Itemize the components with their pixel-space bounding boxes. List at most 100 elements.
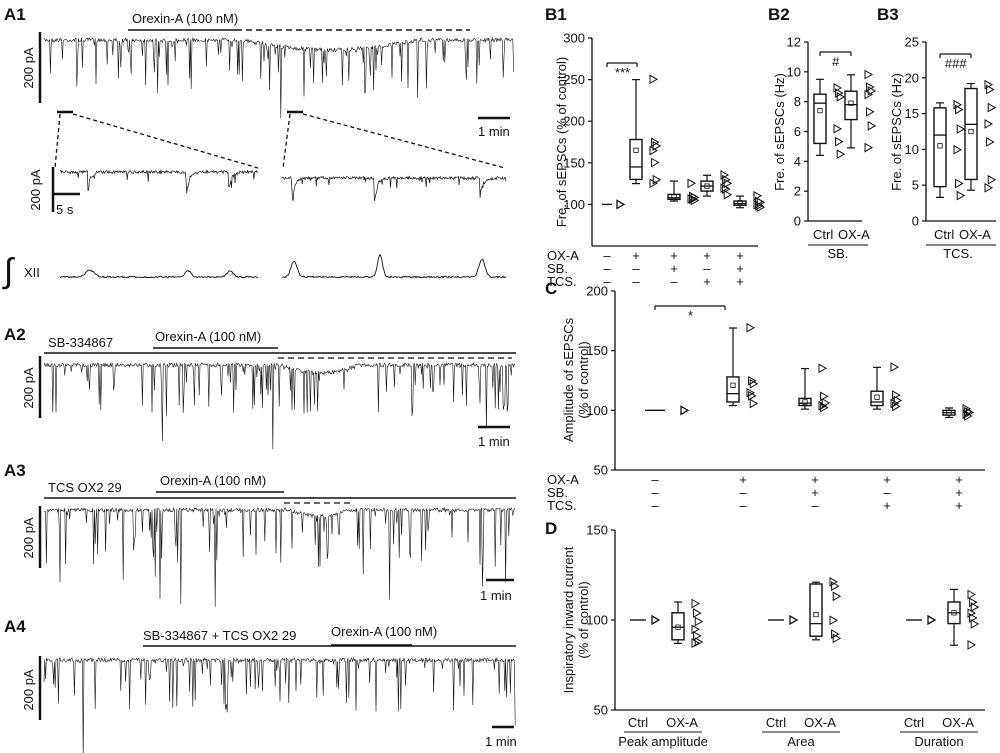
inset-scale-x-label: 5 s bbox=[56, 202, 74, 217]
data-point-c-3 bbox=[890, 398, 900, 409]
b1-y-label: Fre. of sEPSCs (% of control) bbox=[554, 57, 569, 228]
c-condition-mark: + bbox=[739, 472, 747, 487]
data-point-b3-1 bbox=[984, 79, 994, 90]
b1-condition-mark: – bbox=[632, 274, 640, 289]
a1-drug-label: Orexin-A (100 nM) bbox=[132, 11, 238, 26]
data-point-b2-0 bbox=[835, 88, 844, 98]
mean-c-3 bbox=[874, 394, 880, 400]
panel-label-a4: A4 bbox=[4, 617, 26, 636]
b2-y-tick-label: 0 bbox=[794, 214, 801, 229]
d-x-tick-label: OX-A bbox=[666, 715, 698, 730]
b3-y-tick-label: 20 bbox=[905, 70, 919, 85]
data-point-b3-1 bbox=[986, 84, 995, 95]
mean-b2-0 bbox=[817, 108, 823, 114]
data-point-d-3 bbox=[832, 633, 842, 644]
data-point-b1-2 bbox=[690, 195, 700, 206]
mean-b1-1 bbox=[633, 147, 639, 153]
c-condition-mark: – bbox=[651, 472, 659, 487]
b1-condition-mark: + bbox=[703, 274, 711, 289]
b1-condition-name: SB. bbox=[547, 261, 568, 276]
chart-c: 50 100 150 200 * Amplitude of sEPSCs (% of con… bbox=[547, 284, 985, 513]
d-data-point-0 bbox=[651, 614, 661, 626]
data-point-b1-1 bbox=[649, 74, 659, 85]
a4-drug-label: Orexin-A (100 nM) bbox=[331, 624, 437, 639]
mean-b1-4 bbox=[737, 200, 743, 206]
data-point-b2-1 bbox=[866, 106, 875, 117]
a4-scale-y-label: 200 pA bbox=[21, 669, 36, 711]
a2-pre-label: SB-334867 bbox=[48, 335, 113, 350]
box-d-3 bbox=[809, 583, 823, 637]
c-y-tick-label: 50 bbox=[594, 463, 608, 478]
data-point-c-2 bbox=[820, 402, 829, 413]
c-y-tick-label: 100 bbox=[586, 403, 608, 418]
c-condition-name: OX-A bbox=[547, 472, 579, 487]
box-b2-0 bbox=[813, 93, 827, 145]
d-group-label: Duration bbox=[914, 734, 963, 749]
data-point-b2-0 bbox=[836, 92, 846, 102]
box-d-1 bbox=[671, 612, 685, 641]
data-point-b1-1 bbox=[651, 137, 660, 148]
b2-x-tick-label: OX-A bbox=[838, 227, 870, 242]
mean-c-1 bbox=[730, 382, 736, 388]
b1-condition-name: TCS. bbox=[547, 274, 577, 289]
mean-c-4 bbox=[946, 410, 952, 416]
box-c-1 bbox=[726, 376, 740, 403]
mean-b2-1 bbox=[848, 100, 854, 106]
d-x-tick-label: Ctrl bbox=[766, 715, 786, 730]
data-point-d-1 bbox=[691, 598, 701, 609]
mean-d-1 bbox=[675, 624, 681, 630]
d-y-label: Inspiratory inward current bbox=[561, 546, 576, 693]
c-condition-mark: – bbox=[651, 498, 659, 513]
data-point-b2-0 bbox=[835, 136, 844, 147]
data-point-d-3 bbox=[832, 591, 842, 602]
chart-b2: 0 2 4 6 8 10 12 # Fre. of sEPSCs (Hz) Ctrl OX-A SB. bbox=[772, 35, 877, 261]
b3-y-tick-label: 5 bbox=[912, 178, 919, 193]
b1-condition-mark: – bbox=[632, 261, 640, 276]
chart-b1: 100 150 200 250 300 *** Fre. of sEPSCs (% of c… bbox=[547, 31, 766, 289]
c-condition-mark: + bbox=[811, 472, 819, 487]
b1-sig-label: *** bbox=[614, 65, 630, 80]
c-condition-mark: – bbox=[739, 498, 747, 513]
c-y-tick-label: 150 bbox=[586, 343, 608, 358]
data-point-b1-1 bbox=[652, 174, 662, 185]
data-point-b3-1 bbox=[986, 137, 995, 147]
data-point-b2-0 bbox=[833, 123, 843, 134]
b3-x-tick-label: Ctrl bbox=[934, 227, 954, 242]
data-point-b3-0 bbox=[955, 178, 964, 189]
d-x-tick-label: OX-A bbox=[804, 715, 836, 730]
data-point-b3-0 bbox=[953, 99, 963, 110]
data-point-b1-1 bbox=[652, 140, 662, 151]
d-y-tick-label: 50 bbox=[594, 703, 608, 718]
b3-y-tick-label: 15 bbox=[905, 106, 919, 121]
mean-b1-2 bbox=[671, 194, 677, 200]
b2-y-tick-label: 12 bbox=[787, 35, 801, 50]
data-point-c-1 bbox=[746, 387, 756, 398]
a3-scale-x-label: 1 min bbox=[480, 588, 512, 603]
c-condition-mark: + bbox=[883, 472, 891, 487]
a2-drug-label: Orexin-A (100 nM) bbox=[155, 329, 261, 344]
b1-condition-mark: + bbox=[632, 248, 640, 263]
box-b3-0 bbox=[933, 107, 947, 188]
data-point-b1-4 bbox=[756, 202, 766, 213]
panel-label-a2: A2 bbox=[4, 325, 26, 344]
data-point-d-5 bbox=[967, 640, 977, 650]
data-point-b1-3 bbox=[723, 178, 733, 189]
panel-label-a3: A3 bbox=[4, 461, 26, 480]
zoom-line bbox=[282, 113, 291, 169]
c-condition-name: SB. bbox=[547, 485, 568, 500]
d-x-tick-label: OX-A bbox=[942, 715, 974, 730]
panel-label-b1: B1 bbox=[545, 5, 567, 24]
b1-condition-mark: – bbox=[603, 248, 611, 263]
data-point-d-3 bbox=[829, 615, 839, 626]
mean-b3-1 bbox=[968, 128, 974, 135]
c-condition-mark: + bbox=[955, 472, 963, 487]
b3-sig-label: ### bbox=[945, 56, 967, 71]
a1-scale-x-label: 1 min bbox=[478, 124, 510, 139]
inset-trace-2 bbox=[281, 175, 507, 201]
b1-y-tick-label: 150 bbox=[563, 155, 585, 170]
a4-pre-label: SB-334867 + TCS OX2 29 bbox=[143, 628, 296, 643]
data-point-d-1 bbox=[691, 624, 701, 635]
data-point-b3-0 bbox=[956, 190, 966, 201]
panel-label-b2: B2 bbox=[768, 5, 790, 24]
